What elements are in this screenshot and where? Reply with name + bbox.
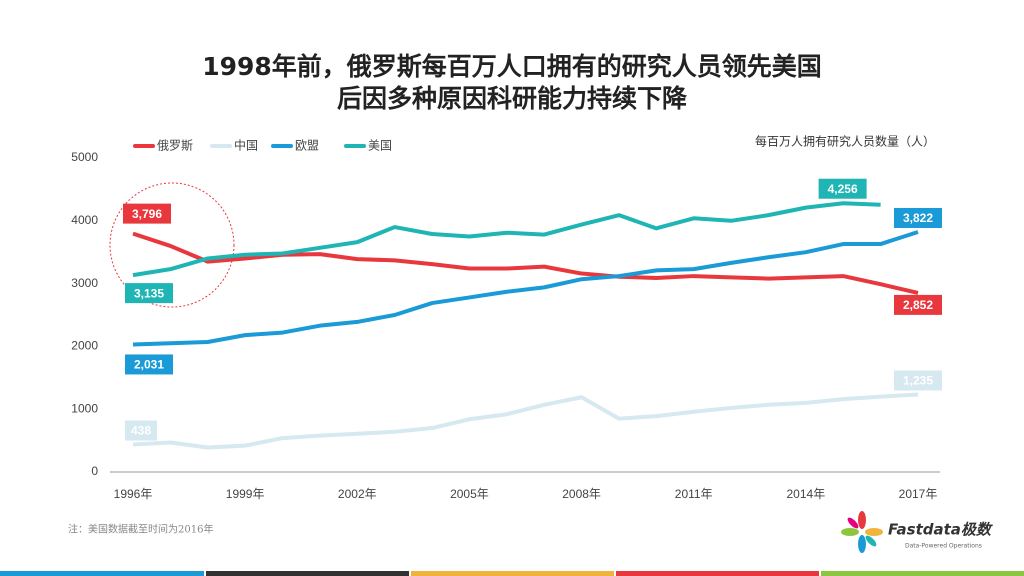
- series-line: [132, 230, 919, 347]
- x-tick-label: 2008年: [562, 487, 601, 501]
- x-tick-label: 2011年: [675, 487, 713, 501]
- legend-label: 欧盟: [295, 139, 319, 153]
- chart-title: 后因多种原因科研能力持续下降: [337, 84, 688, 113]
- value-label-box: [125, 420, 157, 441]
- value-label: 2,031: [134, 358, 164, 372]
- series-line: [132, 231, 919, 295]
- y-axis-label: 每百万人拥有研究人员数量（人）: [755, 134, 935, 149]
- y-tick-label: 4000: [71, 213, 98, 227]
- value-label: 1,235: [903, 374, 933, 388]
- x-tick-label: 2017年: [899, 487, 938, 501]
- value-label: 438: [131, 424, 151, 438]
- value-label-box: [125, 283, 173, 304]
- value-label: 2,852: [903, 298, 933, 312]
- y-tick-label: 2000: [71, 339, 98, 353]
- legend-label: 俄罗斯: [157, 139, 193, 153]
- value-label-box: [894, 370, 942, 391]
- value-label-box: [894, 294, 942, 315]
- legend-label: 中国: [234, 138, 258, 153]
- value-label: 3,796: [132, 207, 162, 221]
- value-label: 3,135: [134, 286, 164, 300]
- footer-stripes: [0, 571, 1024, 576]
- chart-title: 1998年前，俄罗斯每百万人口拥有的研究人员领先美国: [202, 52, 822, 81]
- y-tick-label: 0: [91, 464, 98, 478]
- logo-name: Fastdata极数: [888, 521, 994, 539]
- x-tick-label: 2002年: [338, 487, 377, 501]
- y-tick-label: 3000: [71, 276, 98, 290]
- value-label: 4,256: [828, 182, 858, 196]
- series-line: [132, 392, 919, 450]
- note: 注：美国数据截至时间为2016年: [68, 523, 213, 536]
- highlight-circle: [109, 182, 235, 308]
- x-tick-label: 2005年: [450, 487, 489, 501]
- y-tick-label: 5000: [71, 150, 98, 164]
- legend-label: 美国: [368, 139, 392, 153]
- x-tick-label: 1996年: [114, 487, 153, 501]
- value-label-box: [894, 207, 942, 228]
- x-tick-label: 2014年: [787, 487, 826, 501]
- value-label-box: [818, 178, 867, 199]
- series-line: [132, 201, 881, 278]
- value-label: 3,822: [903, 211, 933, 225]
- value-label-box: [125, 354, 173, 375]
- y-tick-label: 1000: [71, 401, 98, 415]
- x-tick-label: 1999年: [226, 487, 265, 501]
- logo: Fastdata极数 Data-Powered Operations: [841, 511, 994, 553]
- value-label-box: [123, 203, 171, 224]
- logo-tagline: Data-Powered Operations: [905, 543, 982, 550]
